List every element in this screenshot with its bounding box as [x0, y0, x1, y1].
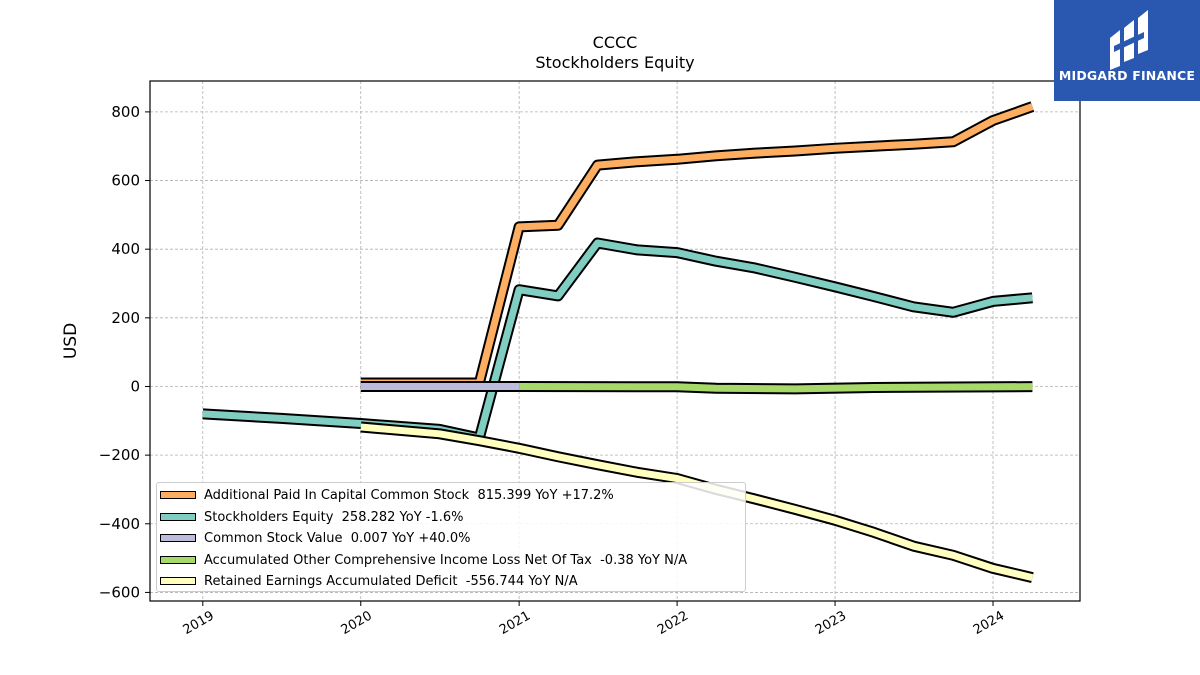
chart-title: CCCC — [592, 33, 638, 52]
legend-item: Retained Earnings Accumulated Deficit -5… — [157, 572, 747, 593]
legend-item: Stockholders Equity 258.282 YoY -1.6% — [157, 508, 747, 529]
legend-swatch — [160, 577, 196, 585]
legend-label: Additional Paid In Capital Common Stock … — [204, 488, 614, 503]
logo-text: MIDGARD FINANCE — [1058, 68, 1196, 83]
series-1 — [202, 237, 1033, 444]
legend-item: Additional Paid In Capital Common Stock … — [157, 486, 747, 507]
legend-swatch — [160, 534, 196, 542]
logo-mark-icon — [1110, 10, 1148, 70]
chart-subtitle: Stockholders Equity — [535, 53, 695, 72]
x-tick-label: 2022 — [655, 608, 691, 638]
series-line-outline — [360, 101, 1035, 389]
legend-label: Retained Earnings Accumulated Deficit -5… — [204, 574, 578, 589]
legend-swatch — [160, 555, 196, 564]
series-line — [519, 383, 1033, 393]
legend-item: Common Stock Value 0.007 YoY +40.0% — [157, 529, 747, 550]
y-tick-label: 600 — [111, 172, 140, 190]
y-tick-label: 800 — [111, 103, 140, 121]
y-tick-label: −600 — [99, 583, 140, 601]
y-tick-label: 200 — [111, 309, 140, 327]
legend-swatch — [160, 512, 196, 521]
x-tick-label: 2023 — [813, 608, 849, 638]
y-tick-label: 0 — [130, 377, 140, 395]
legend-item: Accumulated Other Comprehensive Income L… — [157, 551, 747, 572]
legend-swatch — [160, 491, 196, 499]
legend-label: Accumulated Other Comprehensive Income L… — [204, 552, 688, 568]
y-tick-label: 400 — [111, 240, 140, 258]
series-line — [202, 239, 1033, 442]
y-tick-label: −400 — [99, 515, 140, 533]
x-tick-label: 2024 — [971, 608, 1007, 638]
brand-logo: MIDGARD FINANCE — [1054, 0, 1200, 101]
series-line-outline — [202, 237, 1033, 444]
x-tick-label: 2019 — [181, 608, 217, 638]
plot-frame — [149, 80, 1081, 602]
legend: Additional Paid In Capital Common Stock … — [156, 482, 746, 592]
legend-label: Common Stock Value 0.007 YoY +40.0% — [204, 531, 471, 546]
legend-label: Stockholders Equity 258.282 YoY -1.6% — [204, 509, 464, 525]
series-3 — [519, 381, 1033, 395]
y-tick-label: −200 — [99, 446, 140, 464]
series-line — [360, 103, 1034, 387]
x-tick-label: 2021 — [497, 608, 533, 638]
series-0 — [360, 101, 1035, 389]
y-axis-label: USD — [61, 323, 81, 359]
x-tick-label: 2020 — [339, 608, 375, 638]
